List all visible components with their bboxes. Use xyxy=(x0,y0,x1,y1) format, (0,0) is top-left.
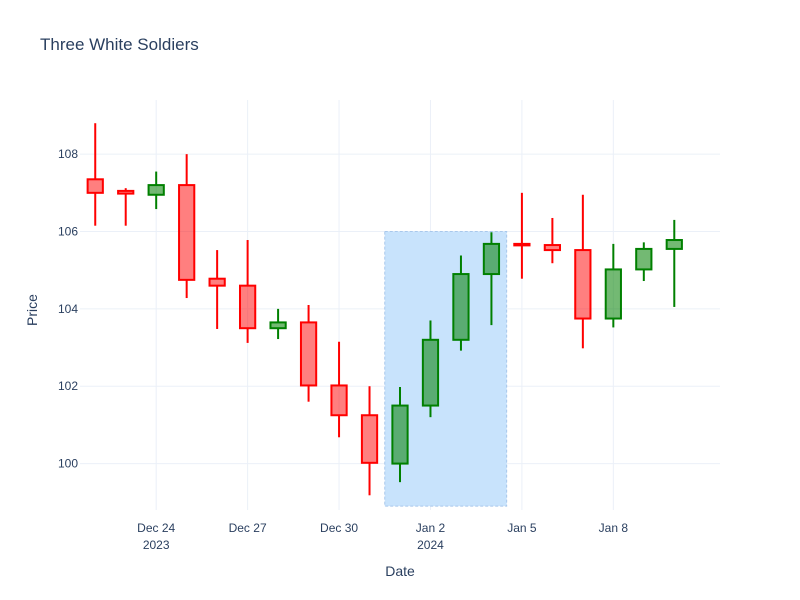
candle-body xyxy=(543,244,561,252)
x-tick-sublabel: 2023 xyxy=(143,538,170,552)
x-tick-label: Dec 30 xyxy=(320,521,358,535)
x-axis-title: Date xyxy=(385,563,415,579)
candle-body xyxy=(574,249,592,320)
candle xyxy=(299,305,318,402)
candle xyxy=(635,242,653,282)
x-tick-label: Dec 24 xyxy=(137,521,175,535)
x-tick-label: Dec 27 xyxy=(229,521,267,535)
candle-body xyxy=(482,242,501,276)
candle xyxy=(543,217,561,264)
candle-body xyxy=(269,321,287,330)
candle xyxy=(360,386,379,496)
candle-body xyxy=(360,414,379,464)
candle-body xyxy=(665,239,683,250)
candle-body xyxy=(299,321,318,387)
candle-body xyxy=(635,247,653,271)
candle xyxy=(269,308,287,340)
candle xyxy=(178,154,196,299)
candle-body xyxy=(391,404,409,465)
candle xyxy=(574,194,592,349)
candle xyxy=(421,320,440,418)
candle xyxy=(86,123,104,226)
candle-body xyxy=(513,242,531,247)
candle-body xyxy=(421,338,440,407)
y-axis-ticks: 100 102 104 106 108 xyxy=(58,147,78,470)
candle-body xyxy=(86,178,104,194)
candle-body xyxy=(604,268,622,320)
x-tick-label: Jan 2 xyxy=(416,521,446,535)
candle xyxy=(391,387,409,483)
y-axis-title: Price xyxy=(24,294,40,326)
candle xyxy=(330,341,348,438)
candle xyxy=(452,255,470,351)
x-tick-label: Jan 5 xyxy=(507,521,537,535)
candle xyxy=(482,232,501,326)
candle xyxy=(513,192,531,279)
candle-body xyxy=(147,184,165,196)
candle xyxy=(665,219,683,307)
candle xyxy=(208,250,226,329)
candle-body xyxy=(452,273,470,341)
y-tick-label: 102 xyxy=(58,379,78,393)
candles xyxy=(86,123,683,496)
candle-body xyxy=(178,184,196,281)
candle-body xyxy=(330,384,348,417)
x-tick-label: Jan 8 xyxy=(599,521,629,535)
candle-body xyxy=(239,284,257,330)
candle-body xyxy=(208,277,226,287)
chart-title: Three White Soldiers xyxy=(40,35,199,54)
candle xyxy=(604,243,622,328)
candle xyxy=(239,240,257,343)
candle-body xyxy=(117,189,135,195)
x-tick-sublabel: 2024 xyxy=(417,538,444,552)
y-tick-label: 104 xyxy=(58,302,78,316)
candle xyxy=(117,188,135,226)
y-tick-label: 106 xyxy=(58,225,78,239)
y-tick-label: 108 xyxy=(58,147,78,161)
x-axis-ticks: Dec 24 2023 Dec 27 Dec 30 Jan 2 2024 Jan 5 Jan … xyxy=(137,521,628,552)
candle xyxy=(147,171,165,210)
y-tick-label: 100 xyxy=(58,457,78,471)
